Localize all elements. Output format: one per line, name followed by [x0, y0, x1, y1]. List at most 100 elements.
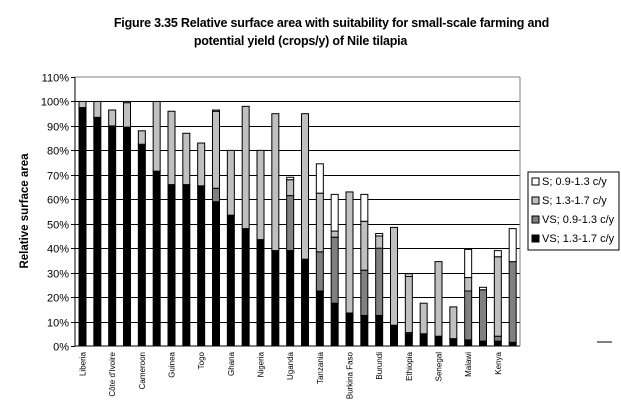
- bar-segment-vs-1-3-1-7-c-y: [345, 312, 354, 347]
- bar-segment-s-0-9-1-3-c-y: [212, 109, 220, 112]
- bar-segment-vs-1-3-1-7-c-y: [434, 335, 443, 347]
- bar-segment-vs-0-9-1-3-c-y: [330, 236, 339, 304]
- bar-segment-s-1-3-1-7-c-y: [212, 110, 220, 189]
- x-tick-label: Kenya: [494, 351, 503, 374]
- bar-segment-vs-1-3-1-7-c-y: [108, 125, 117, 347]
- x-tick-label: Burkina Faso: [346, 351, 355, 399]
- x-tick-label: Malawi: [464, 352, 473, 377]
- bar-segment-vs-1-3-1-7-c-y: [93, 116, 102, 347]
- bar-segment-s-1-3-1-7-c-y: [182, 132, 191, 186]
- bar-stack: [449, 306, 458, 347]
- legend: S; 0.9-1.3 c/y S; 1.3-1.7 c/y VS; 0.9-1.3 …: [527, 171, 620, 251]
- bar-segment-vs-0-9-1-3-c-y: [212, 187, 220, 203]
- y-tick-label: 100%: [41, 97, 69, 109]
- legend-label: S; 0.9-1.3 c/y: [542, 176, 607, 188]
- bar-stack: [137, 130, 146, 347]
- bar-stack: [330, 193, 339, 347]
- y-tick-label: 40%: [47, 244, 69, 256]
- x-tick-label: Guinea: [168, 351, 177, 377]
- bar-stack: [434, 261, 443, 347]
- bar-segment-vs-1-3-1-7-c-y: [301, 258, 309, 347]
- bar-segment-vs-1-3-1-7-c-y: [404, 333, 413, 347]
- bar-stack: [375, 233, 384, 347]
- bar-segment-s-0-9-1-3-c-y: [464, 248, 473, 279]
- x-tick-label: Cameroon: [138, 352, 147, 389]
- bar-stack: [464, 248, 473, 347]
- bar-segment-s-1-3-1-7-c-y: [93, 100, 102, 118]
- bar-segment-s-1-3-1-7-c-y: [271, 113, 280, 252]
- bar-segment-vs-1-3-1-7-c-y: [508, 341, 517, 347]
- legend-swatch: [531, 196, 540, 205]
- bar-segment-vs-1-3-1-7-c-y: [315, 290, 324, 347]
- bar-segment-vs-1-3-1-7-c-y: [464, 339, 473, 347]
- bar-segment-vs-1-3-1-7-c-y: [78, 107, 87, 347]
- bar-segment-s-1-3-1-7-c-y: [434, 261, 443, 337]
- bar-segment-s-0-9-1-3-c-y: [375, 233, 384, 237]
- x-tick-label: Burundi: [375, 352, 384, 380]
- y-tick-label: 30%: [47, 269, 69, 281]
- bar-segment-s-0-9-1-3-c-y: [286, 176, 295, 181]
- chart-title-line-1: Figure 3.35 Relative surface area with s…: [113, 16, 550, 30]
- x-tick-label: Senegal: [435, 352, 444, 382]
- bar-segment-s-1-3-1-7-c-y: [286, 179, 295, 197]
- bar-segment-s-1-3-1-7-c-y: [256, 149, 265, 241]
- gridlines: [75, 101, 520, 323]
- bar-segment-vs-1-3-1-7-c-y: [390, 324, 398, 347]
- bar-segment-vs-1-3-1-7-c-y: [241, 228, 250, 347]
- bar-stack: [78, 100, 87, 347]
- bar-segment-s-1-3-1-7-c-y: [419, 302, 428, 335]
- bar-segment-vs-1-3-1-7-c-y: [449, 338, 458, 347]
- bar-stack: [182, 132, 191, 347]
- bar-segment-s-1-3-1-7-c-y: [493, 256, 502, 337]
- bar-segment-vs-1-3-1-7-c-y: [182, 184, 191, 347]
- bars: [78, 100, 517, 347]
- bar-stack: [197, 142, 206, 347]
- y-tick-label: 50%: [47, 220, 69, 232]
- bar-segment-s-1-3-1-7-c-y: [360, 220, 369, 271]
- bar-stack: [93, 100, 102, 347]
- bar-stack: [360, 193, 369, 347]
- bar-stack: [271, 113, 280, 347]
- y-tick-label: 110%: [42, 73, 70, 85]
- y-tick-label: 90%: [47, 122, 69, 134]
- bar-stack: [108, 109, 117, 347]
- bar-segment-vs-1-3-1-7-c-y: [286, 250, 295, 347]
- bar-stack: [226, 149, 235, 347]
- bar-segment-vs-1-3-1-7-c-y: [375, 314, 384, 347]
- chart-title-line-2: potential yield (crops/y) of Nile tilapi…: [193, 34, 408, 48]
- x-axis-labels: Liberia Côte d'Ivoire Cameroon Guinea Togo Gh…: [79, 351, 503, 399]
- x-tick-label: Togo: [197, 351, 206, 369]
- bar-segment-s-1-3-1-7-c-y: [449, 306, 458, 340]
- y-tick-label: 60%: [47, 195, 69, 207]
- bar-segment-vs-0-9-1-3-c-y: [479, 289, 487, 342]
- legend-swatch: [531, 234, 540, 243]
- bar-stack: [301, 113, 309, 347]
- x-tick-label: Tanzania: [316, 351, 325, 384]
- bar-stack: [212, 109, 220, 347]
- bar-segment-vs-1-3-1-7-c-y: [212, 201, 220, 347]
- bar-segment-vs-0-9-1-3-c-y: [508, 261, 517, 343]
- y-tick-label: 0%: [53, 342, 69, 354]
- bar-segment-s-1-3-1-7-c-y: [375, 235, 384, 249]
- bar-segment-s-1-3-1-7-c-y: [345, 191, 354, 314]
- bar-stack: [390, 226, 398, 347]
- bar-segment-vs-0-9-1-3-c-y: [360, 269, 369, 316]
- bar-segment-vs-1-3-1-7-c-y: [419, 333, 428, 347]
- x-tick-label: Ethiopia: [405, 351, 414, 380]
- legend-label: VS; 1.3-1.7 c/y: [542, 233, 615, 245]
- bar-segment-s-1-3-1-7-c-y: [390, 226, 398, 326]
- bar-segment-s-0-9-1-3-c-y: [123, 100, 131, 104]
- bar-segment-s-0-9-1-3-c-y: [479, 286, 487, 291]
- bar-segment-vs-1-3-1-7-c-y: [479, 340, 487, 347]
- bar-stack: [241, 105, 250, 347]
- bar-segment-s-1-3-1-7-c-y: [315, 192, 324, 253]
- bar-segment-s-0-9-1-3-c-y: [315, 163, 324, 194]
- bar-segment-s-0-9-1-3-c-y: [404, 273, 413, 277]
- bar-segment-s-0-9-1-3-c-y: [330, 193, 339, 232]
- bar-segment-s-1-3-1-7-c-y: [301, 113, 309, 260]
- legend-label: S; 1.3-1.7 c/y: [542, 195, 607, 207]
- bar-segment-vs-1-3-1-7-c-y: [167, 184, 176, 347]
- y-tick-label: 10%: [47, 318, 69, 330]
- bar-stack: [493, 250, 502, 347]
- chart-title: Figure 3.35 Relative surface area with s…: [0, 14, 621, 50]
